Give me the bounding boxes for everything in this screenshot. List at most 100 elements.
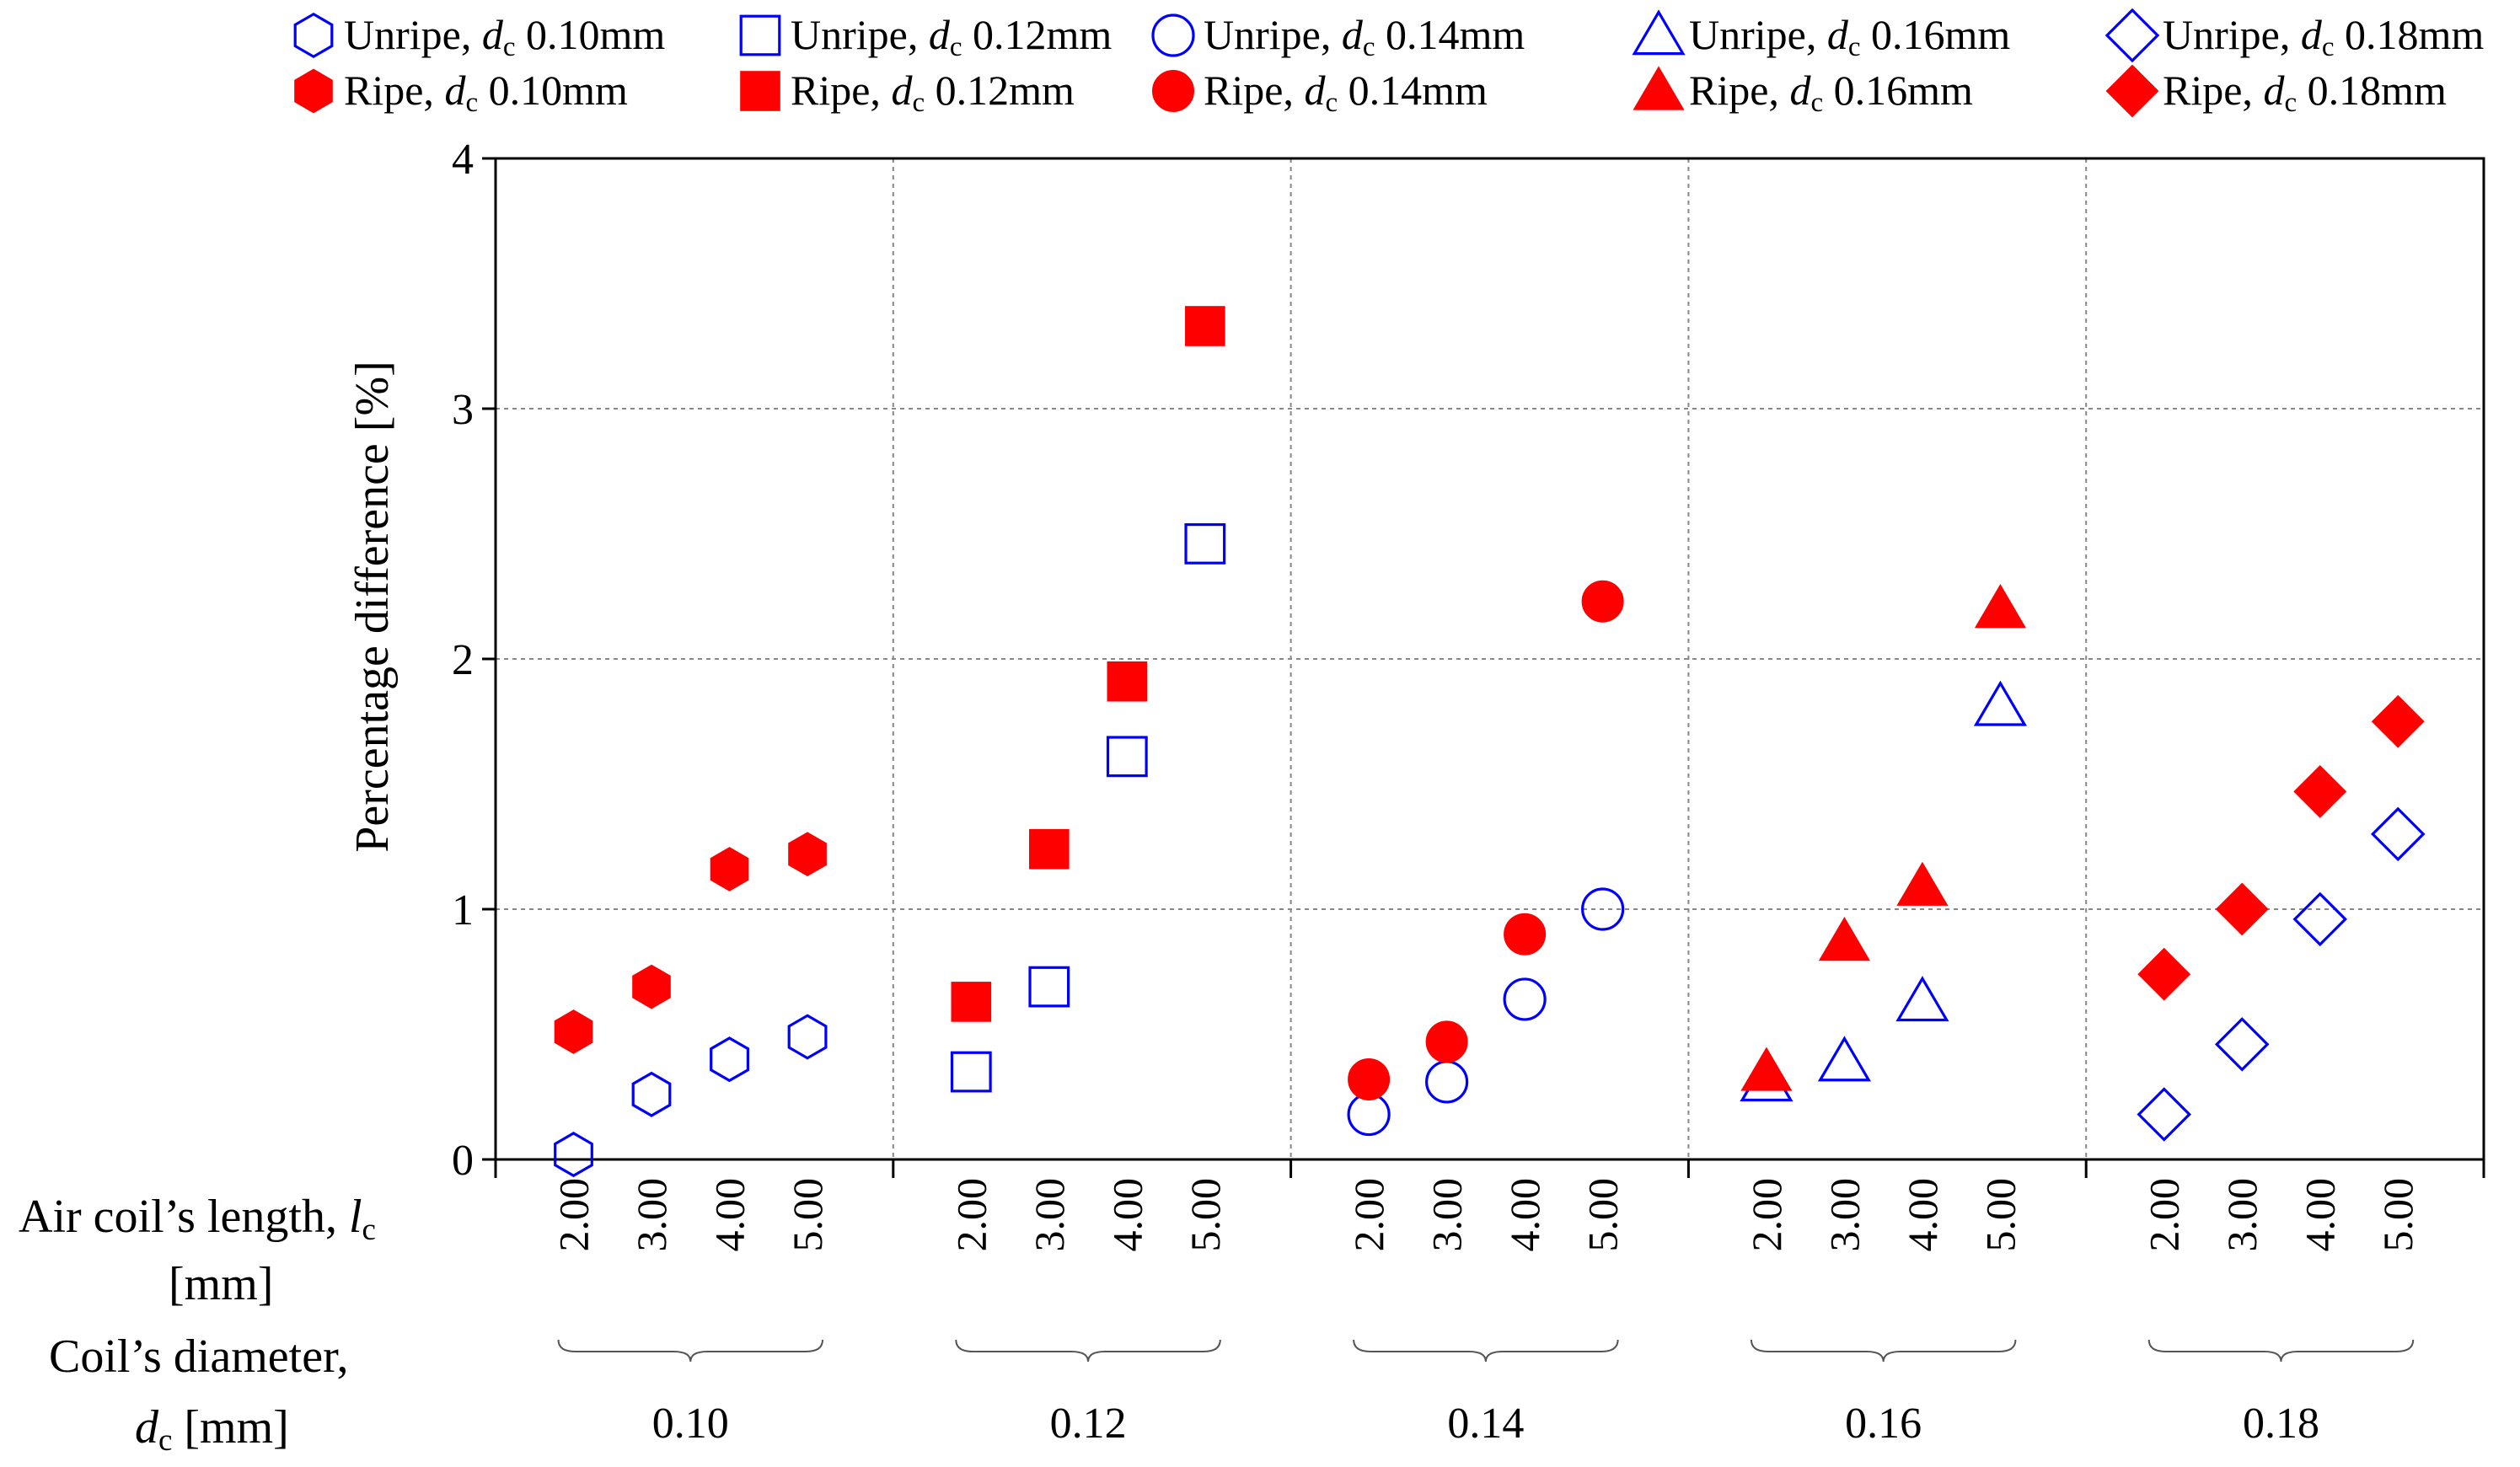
series-unripe-dc-0-14mm	[1347, 887, 1625, 1137]
legend-label: Unripe, dc 0.16mm	[1689, 11, 2010, 62]
data-point	[1029, 828, 1070, 870]
legend-item: Unripe, dc 0.18mm	[2104, 8, 2484, 63]
y-tick-label: 0	[452, 1137, 474, 1185]
x-tick-label-length: 3.00	[2218, 1178, 2265, 1252]
data-point	[554, 1009, 593, 1054]
data-point	[554, 1132, 593, 1178]
x-row-label-length-unit: [mm]	[169, 1258, 273, 1310]
data-point	[2137, 947, 2191, 1001]
x-tick-label-length: 2.00	[1345, 1178, 1392, 1252]
data-point	[1184, 522, 1226, 565]
legend-item: Unripe, dc 0.12mm	[739, 11, 1112, 62]
x-group-label-diameter: 0.16	[1845, 1400, 1922, 1448]
legend-item: Ripe, dc 0.12mm	[740, 67, 1075, 118]
legend-item: Ripe, dc 0.14mm	[1152, 67, 1488, 118]
data-point	[1348, 1057, 1391, 1100]
x-tick-label-length: 5.00	[1182, 1178, 1229, 1252]
group-brace	[2147, 1339, 2415, 1363]
data-point	[1581, 887, 1625, 931]
y-tick-label: 1	[452, 886, 474, 934]
plot-area	[554, 306, 2426, 1178]
group-brace	[955, 1339, 1221, 1363]
legend-marker	[293, 12, 334, 59]
data-point	[2293, 764, 2347, 818]
y-tick-label: 2	[452, 636, 474, 684]
series-ripe-dc-0-14mm	[1348, 580, 1624, 1100]
legend-label: Unripe, dc 0.10mm	[344, 11, 665, 62]
legend: Unripe, dc 0.10mm Unripe, dc 0.12mm Unripe…	[293, 8, 2484, 118]
legend-marker	[1151, 13, 1195, 57]
data-point	[1425, 1020, 1468, 1063]
series-ripe-dc-0-10mm	[554, 832, 827, 1054]
legend-item: Unripe, dc 0.14mm	[1151, 11, 1525, 62]
data-point	[2371, 694, 2425, 748]
legend-marker	[1152, 70, 1194, 112]
x-tick-label-length: 3.00	[1026, 1178, 1073, 1252]
legend-label: Unripe, dc 0.14mm	[1204, 11, 1525, 62]
data-point	[1740, 1047, 1793, 1091]
legend-item: Unripe, dc 0.10mm	[293, 11, 665, 62]
data-point	[1504, 913, 1547, 956]
data-point	[1425, 1060, 1469, 1104]
data-point	[951, 982, 992, 1022]
data-point	[2370, 806, 2426, 862]
legend-label: Ripe, dc 0.12mm	[791, 67, 1075, 118]
x-tick-label-length: 2.00	[2141, 1178, 2188, 1252]
x-row-label-diameter: Coil’s diameter,	[49, 1330, 348, 1383]
group-brace	[1353, 1339, 1619, 1363]
data-point	[631, 1071, 672, 1117]
x-tick-label-length: 2.00	[947, 1178, 995, 1252]
x-tick-label-length: 4.00	[2297, 1178, 2344, 1252]
data-point	[1896, 861, 1949, 906]
data-point	[1817, 1036, 1872, 1082]
legend-label: Unripe, dc 0.12mm	[791, 11, 1112, 62]
y-axis-title: Percentage difference [%]	[346, 361, 399, 853]
data-point	[2292, 891, 2347, 947]
x-row-label-diameter-unit: dc [mm]	[135, 1401, 289, 1457]
data-point	[788, 832, 827, 877]
legend-label: Ripe, dc 0.16mm	[1689, 67, 1973, 118]
data-point	[1818, 917, 1870, 961]
x-tick-label-length: 2.00	[550, 1178, 598, 1252]
x-tick-label-length: 3.00	[1820, 1178, 1868, 1252]
series-ripe-dc-0-18mm	[2137, 694, 2425, 1001]
legend-item: Ripe, dc 0.18mm	[2105, 64, 2447, 118]
x-row-label-length: Air coil’s length, lc	[19, 1191, 376, 1246]
x-tick-label-length: 5.00	[1579, 1178, 1627, 1252]
x-tick-label-length: 5.00	[784, 1178, 831, 1252]
x-tick-label-length: 3.00	[1424, 1178, 1471, 1252]
legend-marker	[2105, 64, 2159, 118]
x-tick-label-length: 2.00	[1743, 1178, 1790, 1252]
grid-lines	[494, 157, 2485, 1161]
data-point	[1503, 977, 1547, 1021]
legend-marker	[740, 71, 780, 111]
data-point	[632, 964, 671, 1009]
legend-label: Unripe, dc 0.18mm	[2163, 11, 2484, 62]
data-point	[1028, 966, 1070, 1008]
series-ripe-dc-0-16mm	[1740, 584, 2026, 1091]
x-tick-label-length: 3.00	[628, 1178, 675, 1252]
data-point	[1895, 976, 1949, 1022]
x-group-label-diameter: 0.14	[1447, 1400, 1524, 1448]
legend-item: Ripe, dc 0.16mm	[1633, 66, 1973, 118]
series-unripe-dc-0-12mm	[950, 522, 1226, 1093]
x-tick-label-length: 5.00	[1976, 1178, 2024, 1252]
data-point	[2214, 1017, 2270, 1072]
series-unripe-dc-0-18mm	[2137, 806, 2426, 1142]
data-point	[1107, 661, 1148, 702]
data-point	[1581, 580, 1624, 623]
data-point	[2215, 882, 2269, 936]
series-unripe-dc-0-10mm	[554, 1014, 828, 1178]
data-point	[787, 1014, 828, 1060]
legend-label: Ripe, dc 0.18mm	[2163, 67, 2447, 118]
legend-marker	[739, 14, 781, 56]
series-unripe-dc-0-16mm	[1740, 680, 2028, 1102]
group-brace	[557, 1339, 824, 1363]
series-ripe-dc-0-12mm	[951, 306, 1225, 1022]
legend-marker	[1633, 66, 1685, 110]
data-point	[1974, 584, 2026, 629]
x-tick-label-length: 4.00	[1103, 1178, 1150, 1252]
x-axis: 2.00 3.00 4.00 5.00 0.10 2.00 3.00 4.00 5.00 0.12…	[19, 1159, 2485, 1457]
legend-item: Unripe, dc 0.16mm	[1632, 9, 2010, 62]
